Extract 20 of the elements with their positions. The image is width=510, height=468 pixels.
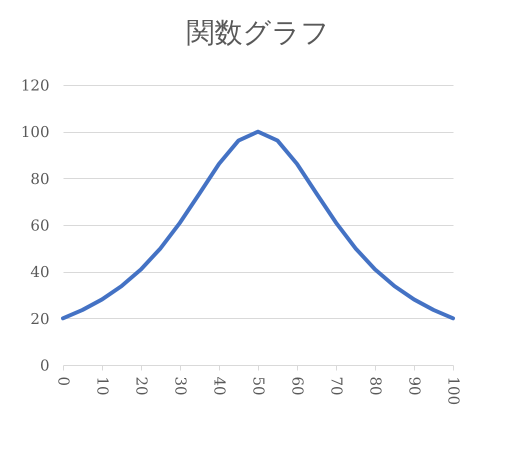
y-tick-label: 100	[20, 123, 50, 142]
x-tick-label: 10	[94, 376, 112, 396]
x-tick-label: 80	[366, 376, 384, 396]
x-tick-label: 20	[132, 376, 150, 396]
y-tick-label: 80	[30, 170, 50, 188]
y-tick-label: 20	[30, 310, 50, 328]
x-tick-label: 100	[444, 376, 462, 406]
x-tick-label: 50	[250, 376, 268, 396]
line-series	[61, 130, 455, 320]
y-tick-label: 0	[40, 356, 50, 374]
x-tick-label: 70	[328, 376, 346, 396]
y-tick-label: 120	[20, 76, 50, 94]
x-tick-label: 40	[210, 376, 228, 396]
x-tick-label: 90	[406, 376, 424, 396]
y-tick-label: 40	[30, 263, 50, 282]
x-tick-label: 0	[54, 376, 72, 386]
x-tick-label: 60	[288, 376, 306, 396]
x-tick-label: 30	[172, 376, 190, 396]
y-tick-label: 60	[30, 216, 50, 234]
chart-title: 関数グラフ	[186, 16, 330, 49]
